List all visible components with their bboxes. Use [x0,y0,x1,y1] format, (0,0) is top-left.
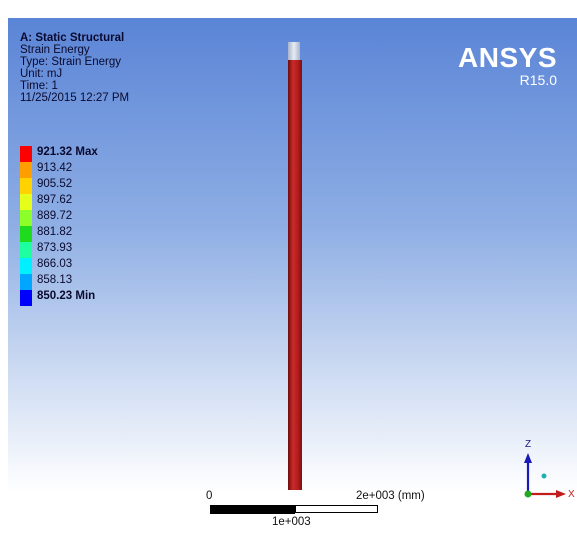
legend-swatch [20,290,32,306]
legend-swatch [20,242,32,258]
z-axis-label: Z [525,439,531,450]
scale-bar-right [295,505,378,513]
legend-swatch [20,226,32,242]
legend-label: 897.62 [37,194,73,206]
y-axis-marker [524,490,532,498]
result-type: Type: Strain Energy [20,56,121,68]
result-timestamp: 11/25/2015 12:27 PM [20,92,130,104]
triad-origin-dot [541,473,547,479]
brand-version: R15.0 [519,72,557,88]
legend-swatch [20,146,32,162]
legend-label: 905.52 [37,178,73,190]
legend-label: 921.32 Max [37,146,98,158]
legend-label: 889.72 [37,210,73,222]
legend-swatch [20,210,32,226]
brand-name: ANSYS [458,42,557,73]
scale-bar-left [210,505,295,514]
result-unit: Unit: mJ [20,68,63,80]
legend-label: 881.82 [37,226,73,238]
analysis-title: A: Static Structural [20,32,125,44]
scale-label-mid: 1e+003 [272,516,311,528]
ansys-logo: ANSYS R15.0 [458,42,557,89]
legend-swatch [20,274,32,290]
result-info-panel: A: Static Structural Strain Energy Type:… [20,32,129,104]
legend-swatch [20,162,32,178]
scale-label-max: 2e+003 (mm) [356,490,425,502]
legend-label: 858.13 [37,274,73,286]
x-axis-label: X [568,489,575,500]
viewport-edge [0,18,8,38]
z-axis-arrow [524,453,532,463]
axis-triad[interactable]: Z X [510,436,575,506]
scale-label-zero: 0 [206,490,213,502]
legend-swatch [20,258,32,274]
legend-label: 873.93 [37,242,73,254]
legend-label: 913.42 [37,162,73,174]
legend-label: 850.23 Min [37,290,96,302]
beam-top-end [288,42,300,64]
legend-label: 866.03 [37,258,73,270]
result-name: Strain Energy [20,44,90,56]
legend-swatch [20,178,32,194]
result-time: Time: 1 [20,80,58,92]
x-axis-arrow [556,490,566,498]
beam-body[interactable] [288,60,302,490]
legend-swatch [20,194,32,210]
